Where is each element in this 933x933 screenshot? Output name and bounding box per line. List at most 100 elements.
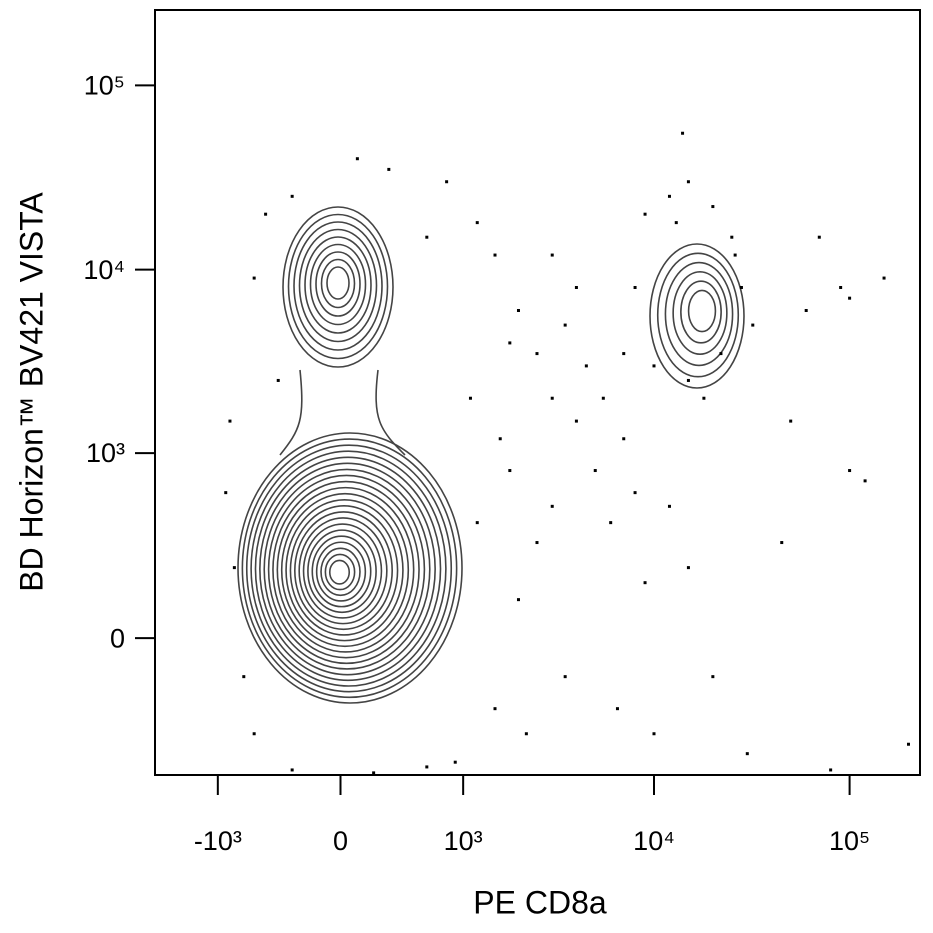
- data-point: [739, 285, 743, 289]
- contour-line: [672, 271, 728, 355]
- data-point: [516, 598, 520, 602]
- data-point: [615, 707, 619, 711]
- contour-line: [649, 243, 745, 389]
- data-point: [535, 352, 539, 356]
- y-tick-label: 10³: [86, 438, 125, 468]
- data-point: [475, 221, 479, 225]
- contour-line: [245, 444, 453, 693]
- plot-frame: [154, 9, 921, 776]
- data-point: [584, 364, 588, 368]
- data-point: [719, 352, 723, 356]
- data-point: [290, 768, 294, 772]
- x-tick-label: -10³: [194, 826, 242, 856]
- data-point: [789, 419, 793, 423]
- data-point: [667, 504, 671, 508]
- data-point: [445, 180, 449, 184]
- x-tick-label: 10⁴: [633, 826, 675, 856]
- data-point: [252, 732, 256, 736]
- contours: [237, 206, 745, 704]
- contour-line: [324, 553, 356, 591]
- contour-line: [315, 541, 367, 602]
- contour-line: [263, 468, 431, 670]
- contour-line: [315, 251, 361, 317]
- data-point: [574, 419, 578, 423]
- data-point: [848, 296, 852, 300]
- data-point: [493, 253, 497, 257]
- data-point: [524, 732, 528, 736]
- data-point: [232, 566, 236, 570]
- y-tick-label: 10⁵: [84, 71, 125, 101]
- data-point: [550, 253, 554, 257]
- data-point: [387, 167, 391, 171]
- data-point: [780, 541, 784, 545]
- contour-line: [279, 369, 406, 456]
- contour-line: [307, 529, 377, 614]
- contour-line: [320, 258, 356, 309]
- data-point: [498, 437, 502, 441]
- data-point: [550, 396, 554, 400]
- contour-line: [241, 438, 458, 699]
- contour-line: [289, 505, 399, 636]
- data-point: [609, 521, 613, 525]
- data-point: [633, 285, 637, 289]
- data-point: [751, 323, 755, 327]
- contour-line: [267, 474, 426, 665]
- data-point: [745, 752, 749, 756]
- data-point: [730, 235, 734, 239]
- contour-line: [298, 228, 378, 343]
- data-point: [733, 253, 737, 257]
- contour-line: [237, 432, 463, 704]
- contour-line: [309, 243, 367, 326]
- data-point: [508, 469, 512, 473]
- data-point: [224, 491, 228, 495]
- data-point: [863, 479, 867, 483]
- data-point: [711, 205, 715, 209]
- data-point: [711, 675, 715, 679]
- data-point: [882, 276, 886, 280]
- data-point: [681, 131, 685, 135]
- contour-line: [280, 492, 410, 648]
- data-point: [622, 352, 626, 356]
- y-axis-title: BD Horizon™ BV421 VISTA: [13, 192, 49, 592]
- data-point: [804, 309, 808, 313]
- contour-line: [250, 450, 447, 687]
- x-tick-label: 0: [333, 826, 348, 856]
- data-point: [839, 285, 843, 289]
- data-point: [563, 675, 567, 679]
- contour-line: [304, 236, 372, 334]
- contour-line: [326, 266, 350, 300]
- data-point: [252, 276, 256, 280]
- data-point: [372, 771, 376, 775]
- contour-line: [272, 480, 420, 659]
- data-point: [493, 707, 497, 711]
- data-point: [242, 675, 246, 679]
- contour-line: [320, 547, 361, 597]
- contour-line: [687, 289, 717, 333]
- x-tick-label: 10³: [444, 826, 483, 856]
- data-point: [686, 180, 690, 184]
- data-point: [906, 742, 910, 746]
- y-tick-label: 10⁴: [83, 255, 125, 285]
- data-point: [516, 309, 520, 313]
- data-point: [574, 285, 578, 289]
- contour-line: [680, 280, 722, 344]
- contour-line: [328, 559, 351, 585]
- contour-line: [311, 535, 372, 608]
- data-point: [848, 469, 852, 473]
- contour-line: [285, 498, 404, 642]
- data-point: [686, 566, 690, 570]
- data-point: [601, 396, 605, 400]
- x-axis-title: PE CD8a: [473, 884, 607, 920]
- data-point: [702, 396, 706, 400]
- contour-line: [302, 523, 383, 619]
- data-point: [622, 437, 626, 441]
- y-tick-label: 0: [110, 623, 125, 653]
- contour-line: [259, 462, 436, 676]
- data-point: [550, 504, 554, 508]
- data-point: [508, 341, 512, 345]
- contour-line: [254, 456, 442, 682]
- data-point: [643, 212, 647, 216]
- data-point: [563, 323, 567, 327]
- contour-line: [656, 252, 740, 378]
